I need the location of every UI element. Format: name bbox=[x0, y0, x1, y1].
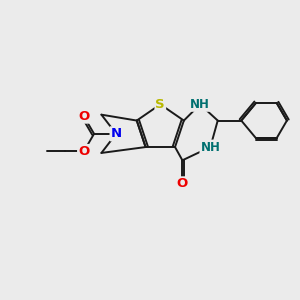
Text: S: S bbox=[155, 98, 165, 111]
Text: O: O bbox=[78, 110, 89, 123]
Text: NH: NH bbox=[200, 141, 220, 154]
Text: NH: NH bbox=[190, 98, 210, 111]
Text: O: O bbox=[177, 177, 188, 190]
Text: O: O bbox=[78, 145, 89, 158]
Text: N: N bbox=[111, 127, 122, 140]
